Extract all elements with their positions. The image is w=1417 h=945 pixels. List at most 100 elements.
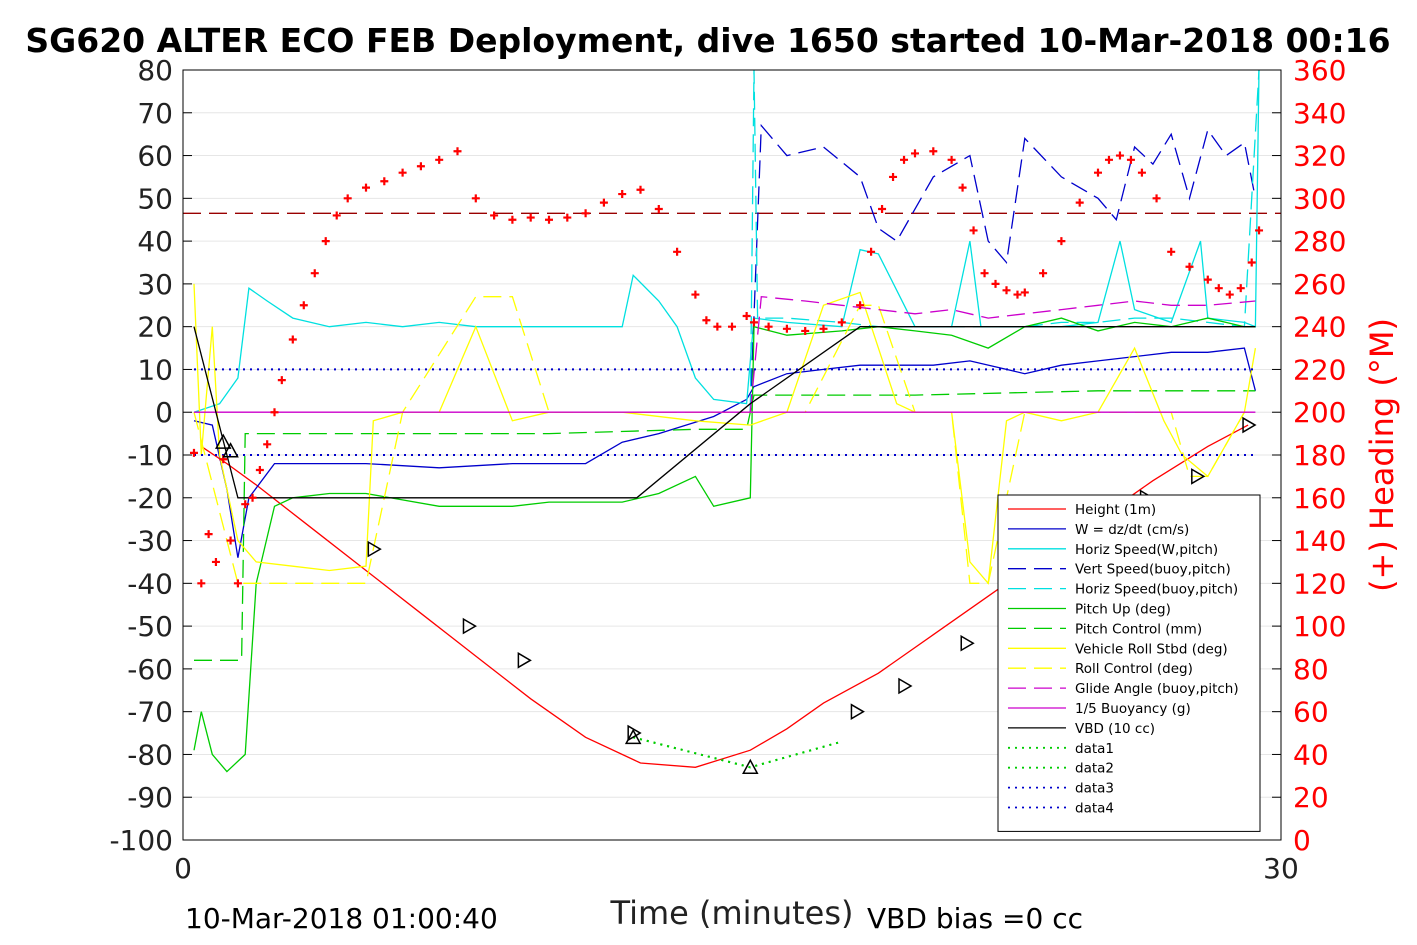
- heading-point: [819, 324, 828, 333]
- legend-box: [997, 494, 1261, 832]
- triangle-right-marker: [367, 540, 382, 558]
- y-right-tick-label: 180: [1293, 439, 1346, 472]
- heading-point: [749, 318, 758, 327]
- y-tick-label: 10: [137, 353, 173, 386]
- heading-point: [1057, 237, 1066, 246]
- heading-point: [343, 194, 352, 203]
- heading-point: [1152, 194, 1161, 203]
- triangle-up-marker: [222, 442, 239, 458]
- heading-point: [1185, 262, 1194, 271]
- y-right-tick-label: 220: [1293, 353, 1346, 386]
- heading-point: [398, 168, 407, 177]
- heading-point: [1214, 284, 1223, 293]
- heading-point: [702, 316, 711, 325]
- legend-entry: Horiz Speed(W,pitch): [1075, 542, 1218, 558]
- heading-point: [878, 205, 887, 214]
- y-tick-label: 60: [137, 140, 173, 173]
- heading-point: [900, 155, 909, 164]
- y-tick-label: -80: [127, 738, 173, 771]
- heading-point: [856, 301, 865, 310]
- heading-point: [1039, 269, 1048, 278]
- heading-point: [1104, 155, 1113, 164]
- legend: Height (1m) W = dz/dt (cm/s) Horiz Speed(W…: [997, 494, 1261, 832]
- heading-point: [321, 237, 330, 246]
- triangle-up-marker: [742, 758, 759, 775]
- heading-points: [189, 147, 1264, 588]
- heading-point: [837, 318, 846, 327]
- legend-entry: Horiz Speed(buoy,pitch): [1075, 582, 1238, 598]
- heading-point: [380, 177, 389, 186]
- y-right-tick-label: 160: [1293, 482, 1346, 515]
- heading-point: [263, 440, 272, 449]
- legend-entry: Vehicle Roll Stbd (deg): [1075, 641, 1228, 657]
- y-right-tick-label: 240: [1293, 311, 1346, 344]
- y-tick-label: -30: [127, 525, 173, 558]
- right-axis-label: (+) Heading (°M): [1363, 318, 1401, 592]
- y-tick-label: 40: [137, 225, 173, 258]
- heading-point: [310, 269, 319, 278]
- heading-point: [889, 172, 898, 181]
- y-tick-label: -40: [127, 567, 173, 600]
- y-right-tick-label: 360: [1293, 54, 1346, 87]
- series-line-2: [193, 69, 1260, 413]
- y-right-tick-label: 0: [1293, 824, 1311, 857]
- triangle-right-marker: [627, 724, 642, 742]
- legend-entry: data3: [1075, 781, 1114, 797]
- legend-entry: W = dz/dt (cm/s): [1075, 522, 1189, 538]
- heading-point: [189, 448, 198, 457]
- heading-point: [416, 162, 425, 171]
- heading-point: [1020, 288, 1029, 297]
- heading-point: [563, 213, 572, 222]
- heading-point: [728, 322, 736, 331]
- legend-entry: 1/5 Buoyancy (g): [1075, 701, 1191, 717]
- heading-point: [270, 408, 279, 417]
- heading-point: [545, 215, 553, 224]
- y-right-tick-label: 340: [1293, 97, 1346, 130]
- heading-point: [969, 226, 978, 235]
- series-line-6: [194, 390, 1256, 661]
- heading-point: [233, 579, 242, 588]
- heading-point: [980, 269, 989, 278]
- triangle-up-marker: [624, 728, 642, 745]
- triangle-right-marker: [960, 634, 975, 652]
- y-tick-label: -70: [127, 696, 173, 729]
- right-axis-ticks: 3603403203002802602402202001801601401201…: [1272, 54, 1346, 857]
- y-right-tick-label: 80: [1293, 653, 1329, 686]
- y-tick-label: 50: [137, 182, 173, 215]
- y-right-tick-label: 140: [1293, 525, 1346, 558]
- footer-vbd-bias: VBD bias =0 cc: [867, 902, 1083, 935]
- y-tick-label: -90: [127, 781, 173, 814]
- heading-point: [490, 211, 499, 220]
- y-tick-label: 80: [137, 54, 173, 87]
- left-axis-ticks: 80 70 60 50 40 30 20 10 0 -10 -20 -30 -40 -50 -60 -70 -8…: [109, 54, 192, 857]
- series-line-8: [193, 296, 1256, 584]
- triangle-right-marker: [517, 652, 532, 669]
- heading-point: [636, 185, 645, 194]
- heading-point: [435, 155, 444, 164]
- y-right-tick-label: 60: [1293, 696, 1329, 729]
- y-right-tick-label: 120: [1293, 567, 1346, 600]
- heading-point: [299, 301, 308, 310]
- legend-entry: Pitch Control (mm): [1075, 621, 1202, 637]
- heading-point: [581, 209, 590, 218]
- y-right-tick-label: 280: [1293, 225, 1346, 258]
- heading-point: [1094, 168, 1102, 177]
- heading-point: [1115, 151, 1124, 160]
- legend-entry: data2: [1075, 761, 1114, 777]
- y-right-tick-label: 320: [1293, 140, 1346, 173]
- heading-point: [691, 290, 700, 299]
- triangle-right-marker: [462, 617, 477, 635]
- series-line-11: [193, 326, 1256, 499]
- heading-point: [911, 149, 919, 158]
- triangle-right-marker: [850, 703, 865, 720]
- series-line-3: [749, 123, 1257, 413]
- heading-point: [1137, 168, 1146, 177]
- heading-point: [211, 557, 220, 566]
- heading-point: [1075, 198, 1084, 207]
- series-line-1: [193, 347, 1257, 558]
- series-layer: [183, 69, 1281, 773]
- y-tick-label: 70: [137, 97, 173, 130]
- legend-entry: Pitch Up (deg): [1075, 602, 1171, 618]
- heading-point: [1236, 284, 1245, 293]
